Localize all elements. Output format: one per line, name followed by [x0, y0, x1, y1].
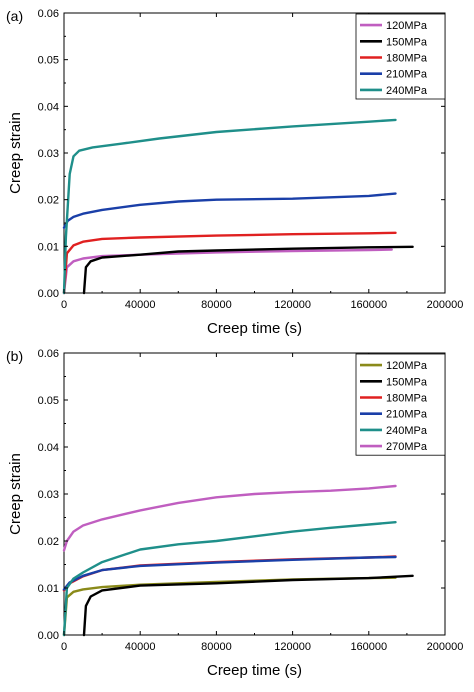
panel-label: (b): [6, 348, 23, 364]
x-tick-label: 120000: [274, 641, 311, 653]
y-tick-label: 0.00: [38, 630, 59, 642]
legend-label: 210MPa: [386, 409, 428, 421]
legend-label: 240MPa: [386, 85, 428, 97]
legend-label: 210MPa: [386, 69, 428, 81]
x-tick-label: 80000: [201, 299, 232, 311]
y-tick-label: 0.05: [38, 395, 59, 407]
legend-label: 180MPa: [386, 393, 428, 405]
x-tick-label: 160000: [350, 641, 387, 653]
series-line-150MPa: [82, 574, 414, 637]
y-tick-label: 0.02: [38, 536, 59, 548]
legend-label: 150MPa: [386, 36, 428, 48]
series-line-270MPa: [62, 484, 397, 552]
y-axis-title: Creep strain: [7, 453, 24, 535]
x-tick-label: 200000: [427, 641, 464, 653]
y-tick-label: 0.04: [38, 101, 59, 113]
y-tick-label: 0.00: [38, 288, 59, 300]
legend-label: 180MPa: [386, 53, 428, 65]
y-tick-label: 0.04: [38, 442, 59, 454]
series-line-240MPa: [62, 521, 397, 637]
legend-label: 240MPa: [386, 425, 428, 437]
legend-label: 150MPa: [386, 376, 428, 388]
legend-label: 270MPa: [386, 441, 428, 453]
x-axis-title: Creep time (s): [207, 662, 302, 679]
y-tick-label: 0.06: [38, 8, 59, 20]
series-line-120MPa: [62, 576, 397, 637]
y-tick-label: 0.02: [38, 195, 59, 207]
x-tick-label: 80000: [201, 641, 232, 653]
x-axis-title: Creep time (s): [207, 320, 302, 337]
y-tick-label: 0.06: [38, 348, 59, 360]
x-tick-label: 160000: [350, 299, 387, 311]
legend: 120MPa 150MPa 180MPa 210MPa 240MPa: [355, 13, 446, 100]
x-tick-label: 120000: [274, 299, 311, 311]
y-tick-label: 0.05: [38, 55, 59, 67]
legend-box: [355, 353, 446, 456]
y-tick-label: 0.01: [38, 583, 59, 595]
y-tick-label: 0.01: [38, 241, 59, 253]
series-line-150MPa: [82, 245, 414, 295]
x-tick-label: 0: [61, 641, 67, 653]
series-line-180MPa: [62, 231, 397, 295]
y-tick-label: 0.03: [38, 148, 59, 160]
series-line-210MPa: [62, 555, 397, 591]
chart-panel-a: 0.00 0.01 0.02 0.03 0.04 0.05 0.06 0 40000 80000 1…: [6, 8, 463, 337]
panel-label: (a): [6, 8, 23, 24]
series-line-210MPa: [62, 192, 397, 229]
series-line-240MPa: [62, 118, 397, 295]
legend-label: 120MPa: [386, 20, 428, 32]
legend: 120MPa 150MPa 180MPa 210MPa 240MPa 270MPa: [355, 353, 446, 456]
x-tick-label: 200000: [427, 299, 464, 311]
legend-label: 120MPa: [386, 360, 428, 372]
y-axis-title: Creep strain: [7, 112, 24, 194]
chart-panel-b: 0.00 0.01 0.02 0.03 0.04 0.05 0.06 0 40000 80000 1…: [6, 348, 463, 679]
x-tick-label: 40000: [125, 641, 156, 653]
x-tick-label: 40000: [125, 299, 156, 311]
x-tick-label: 0: [61, 299, 67, 311]
y-tick-label: 0.03: [38, 489, 59, 501]
